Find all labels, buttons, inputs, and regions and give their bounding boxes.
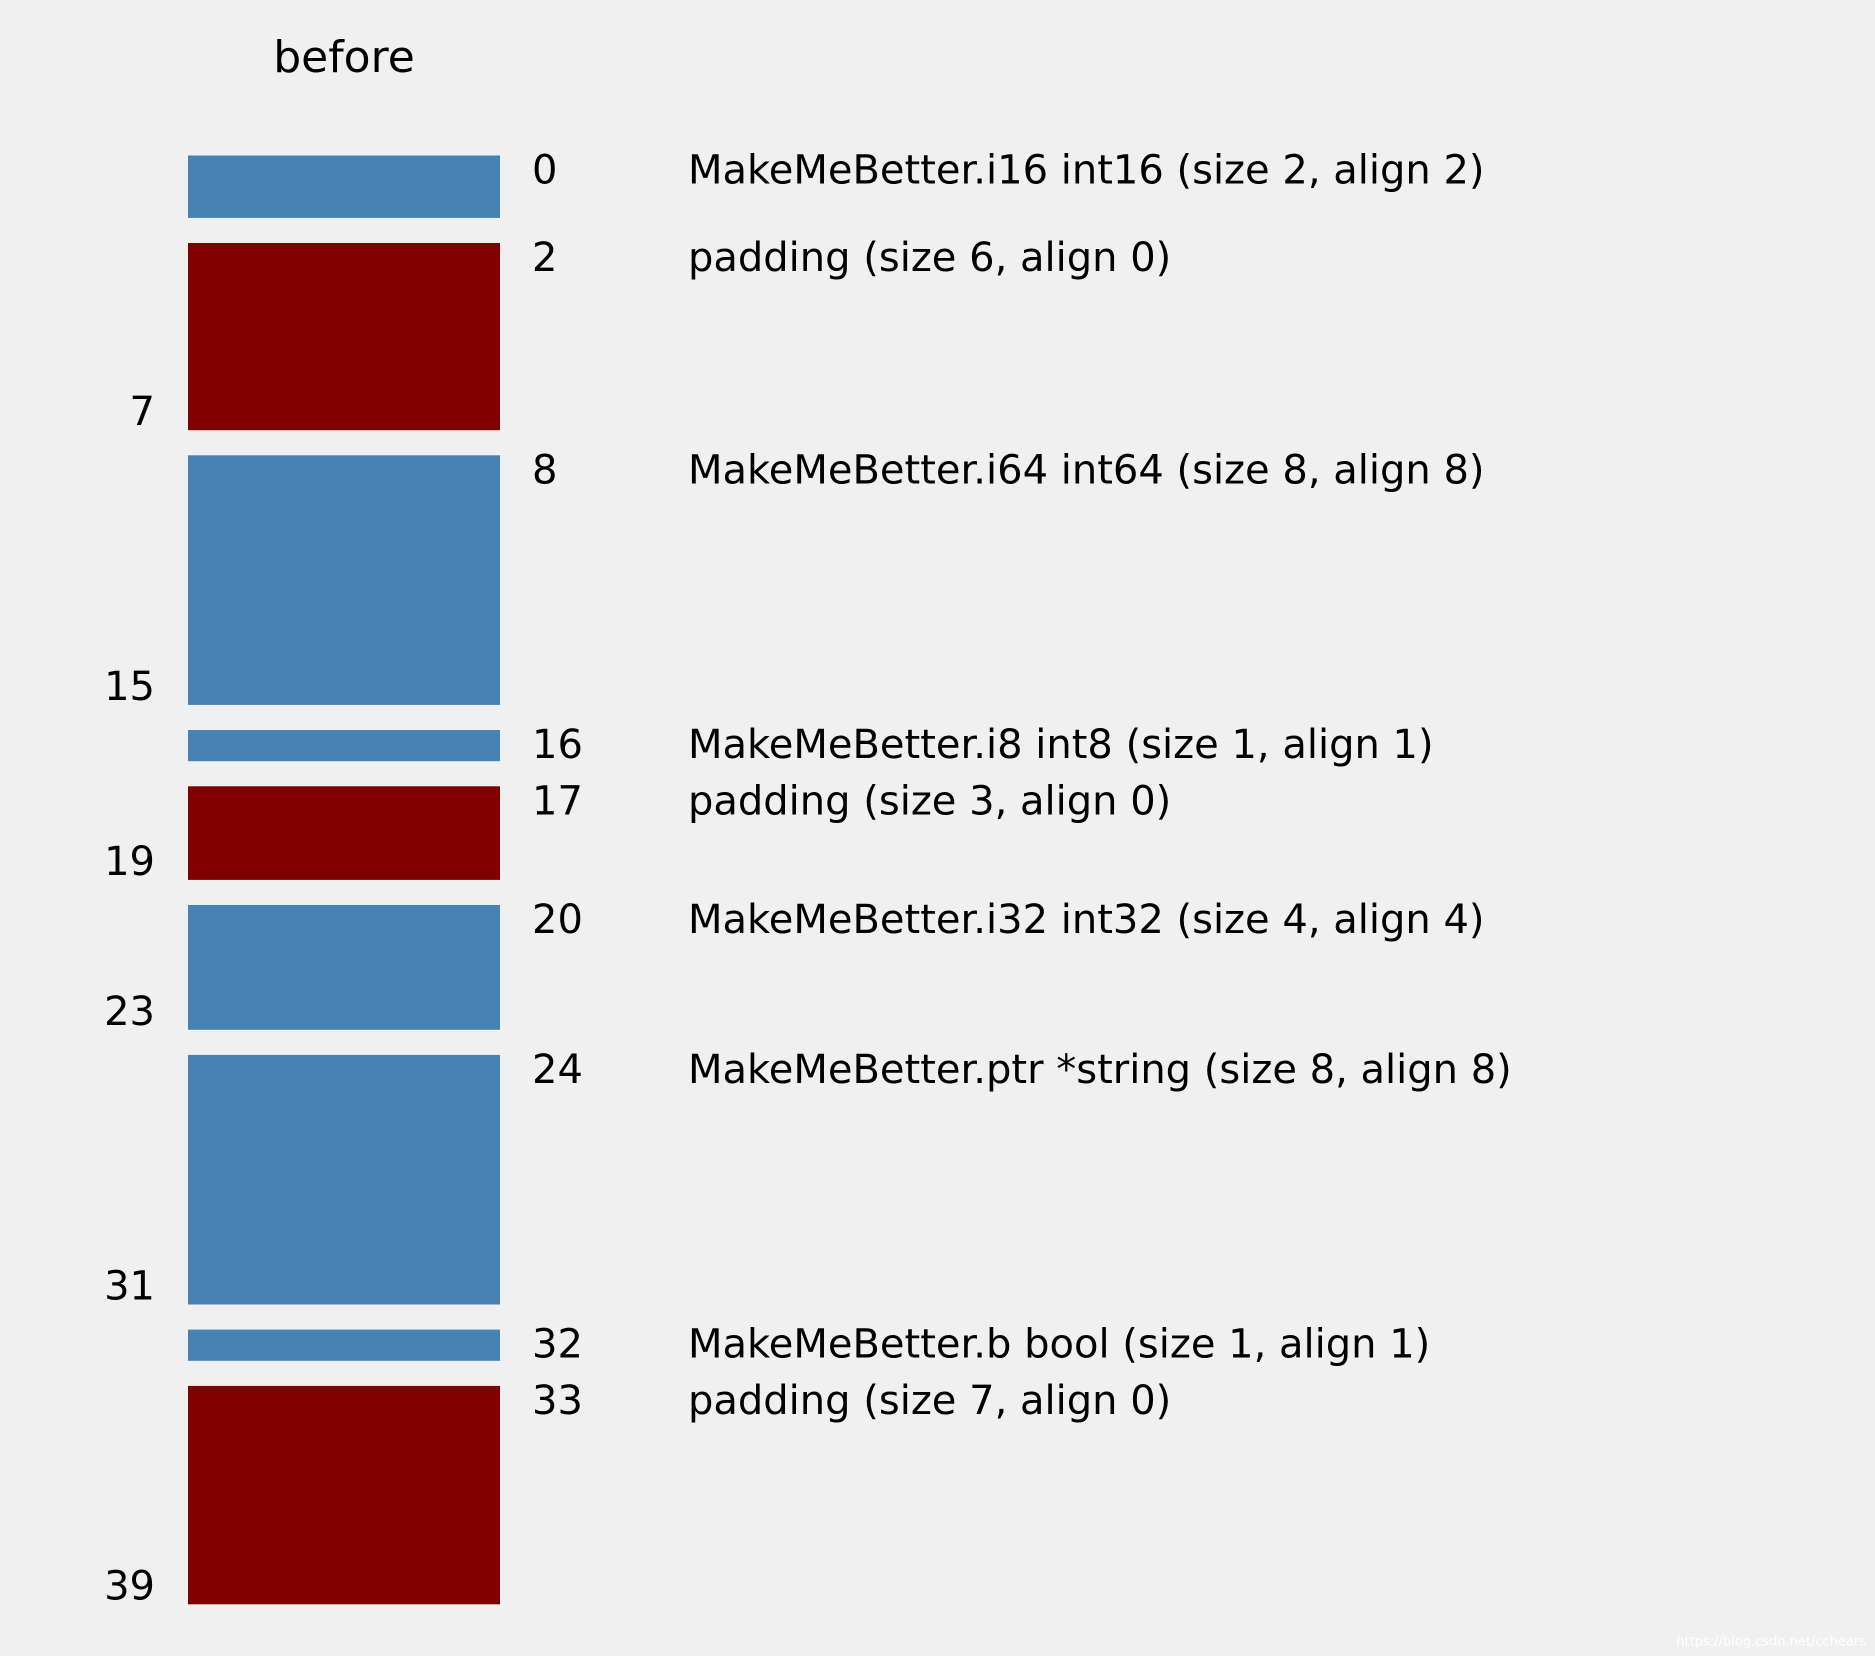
end-offset-label: 7 — [130, 389, 155, 435]
field-label: MakeMeBetter.i64 int64 (size 8, align 8) — [688, 447, 1485, 493]
offset-label: 2 — [532, 235, 557, 281]
padding-block — [188, 243, 500, 431]
field-label: MakeMeBetter.ptr *string (size 8, align … — [688, 1047, 1512, 1093]
field-block — [188, 455, 500, 705]
offset-label: 32 — [532, 1322, 583, 1368]
offset-label: 8 — [532, 447, 557, 493]
watermark: https://blog.csdn.net/cchears — [1676, 1635, 1866, 1650]
offset-label: 16 — [532, 722, 583, 768]
offset-label: 0 — [532, 148, 557, 194]
field-label: padding (size 7, align 0) — [688, 1378, 1171, 1424]
offset-label: 20 — [532, 897, 583, 943]
padding-block — [188, 1385, 500, 1605]
field-label: padding (size 3, align 0) — [688, 778, 1171, 824]
field-block — [188, 1054, 500, 1305]
title: before — [273, 32, 415, 83]
field-label: MakeMeBetter.b bool (size 1, align 1) — [688, 1322, 1430, 1368]
field-block — [188, 155, 500, 218]
end-offset-label: 39 — [104, 1563, 155, 1609]
field-block — [188, 1329, 500, 1361]
offset-label: 17 — [532, 778, 583, 824]
end-offset-label: 31 — [104, 1264, 155, 1310]
field-label: MakeMeBetter.i16 int16 (size 2, align 2) — [688, 148, 1485, 194]
field-label: padding (size 6, align 0) — [688, 235, 1171, 281]
end-offset-label: 15 — [104, 664, 155, 710]
field-block — [188, 730, 500, 762]
end-offset-label: 23 — [104, 989, 155, 1035]
field-label: MakeMeBetter.i8 int8 (size 1, align 1) — [688, 722, 1434, 768]
padding-block — [188, 786, 500, 880]
field-label: MakeMeBetter.i32 int32 (size 4, align 4) — [688, 897, 1485, 943]
end-offset-label: 19 — [104, 839, 155, 885]
offset-label: 24 — [532, 1047, 583, 1093]
field-block — [188, 905, 500, 1030]
offset-label: 33 — [532, 1378, 583, 1424]
